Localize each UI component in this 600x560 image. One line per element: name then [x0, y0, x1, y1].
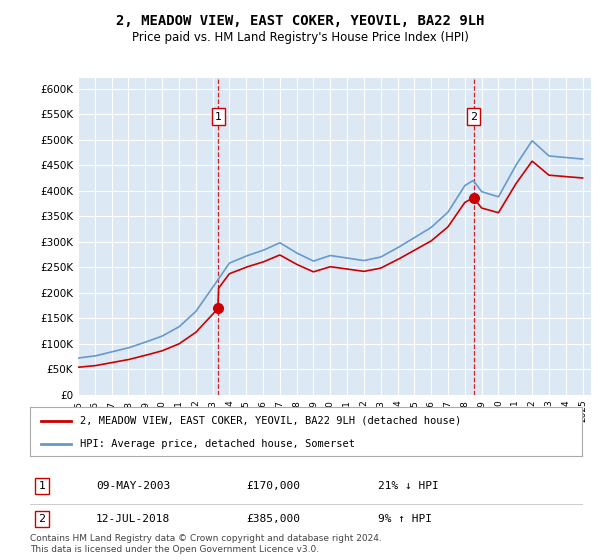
Text: 9% ↑ HPI: 9% ↑ HPI	[378, 514, 432, 524]
Text: 21% ↓ HPI: 21% ↓ HPI	[378, 481, 439, 491]
Text: 2, MEADOW VIEW, EAST COKER, YEOVIL, BA22 9LH (detached house): 2, MEADOW VIEW, EAST COKER, YEOVIL, BA22…	[80, 416, 461, 426]
Text: 2: 2	[38, 514, 46, 524]
Text: 12-JUL-2018: 12-JUL-2018	[96, 514, 170, 524]
Text: This data is licensed under the Open Government Licence v3.0.: This data is licensed under the Open Gov…	[30, 545, 319, 554]
Text: 2: 2	[470, 111, 478, 122]
Text: 1: 1	[215, 111, 222, 122]
Text: 2, MEADOW VIEW, EAST COKER, YEOVIL, BA22 9LH: 2, MEADOW VIEW, EAST COKER, YEOVIL, BA22…	[116, 14, 484, 28]
Text: £170,000: £170,000	[246, 481, 300, 491]
Text: Price paid vs. HM Land Registry's House Price Index (HPI): Price paid vs. HM Land Registry's House …	[131, 31, 469, 44]
Text: £385,000: £385,000	[246, 514, 300, 524]
Text: HPI: Average price, detached house, Somerset: HPI: Average price, detached house, Some…	[80, 439, 355, 449]
Text: Contains HM Land Registry data © Crown copyright and database right 2024.: Contains HM Land Registry data © Crown c…	[30, 534, 382, 543]
Text: 09-MAY-2003: 09-MAY-2003	[96, 481, 170, 491]
Text: 1: 1	[38, 481, 46, 491]
